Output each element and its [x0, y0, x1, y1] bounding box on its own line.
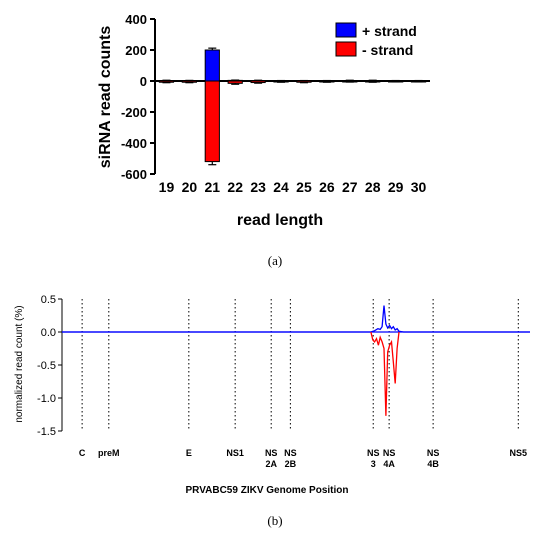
panel-a-x-tick-label: 30 — [411, 179, 427, 195]
panel-b-line-chart: normalized read count (%) PRVABC59 ZIKV … — [14, 294, 530, 496]
panel-b-y-tick-label: -0.5 — [37, 360, 56, 372]
bar-minus-strand — [227, 80, 243, 84]
series-minus-strand — [370, 331, 400, 416]
panel-a-y-tick-label: -400 — [121, 136, 147, 151]
bar-plus-strand — [204, 49, 220, 82]
panel-a-y-tick-label: -600 — [121, 167, 147, 182]
region-label: NS5 — [510, 448, 528, 458]
panel-a-x-tick-label: 23 — [250, 179, 266, 195]
panel-b-x-axis-label: PRVABC59 ZIKV Genome Position — [186, 485, 349, 496]
panel-a-y-tick-label: 200 — [125, 43, 147, 58]
bar-minus-strand — [181, 80, 197, 83]
region-label: C — [79, 448, 86, 458]
region-label: 2B — [285, 459, 297, 469]
panel-a-bar-chart: siRNA read counts read length + strand -… — [97, 12, 430, 229]
legend-label-minus: - strand — [362, 42, 413, 58]
region-label: NS — [367, 448, 380, 458]
panel-a-y-axis-label: siRNA read counts — [97, 26, 114, 169]
panel-a-x-tick-label: 24 — [273, 179, 289, 195]
legend-swatch-plus — [335, 22, 357, 38]
panel-a-y-tick-label: -200 — [121, 105, 147, 120]
series-plus-strand — [62, 305, 530, 333]
region-label: 4B — [427, 459, 439, 469]
panel-b-y-tick-label: 0.5 — [41, 294, 56, 306]
panel-a-x-tick-label: 19 — [159, 179, 175, 195]
bar-minus-strand — [204, 80, 220, 163]
region-label: 3 — [371, 459, 376, 469]
legend-swatch-minus — [335, 41, 357, 57]
panel-a-x-axis-label: read length — [237, 212, 323, 229]
panel-b-y-tick-label: -1.0 — [37, 393, 56, 405]
panel-a-y-tick-label: 0 — [140, 74, 147, 89]
bar-minus-strand — [250, 80, 266, 84]
panel-a-x-tick-label: 20 — [182, 179, 198, 195]
bar-minus-strand — [158, 80, 175, 83]
panel-a-x-tick-label: 26 — [319, 179, 335, 195]
panel-b-y-axis-label: normalized read count (%) — [14, 305, 25, 422]
region-label: 4A — [383, 459, 395, 469]
region-label: NS — [427, 448, 440, 458]
region-label: 2A — [265, 459, 277, 469]
panel-a-legend: + strand - strand — [335, 22, 417, 58]
region-label: NS — [265, 448, 278, 458]
region-label: NS1 — [226, 448, 244, 458]
region-label: NS — [284, 448, 297, 458]
panel-a-x-tick-label: 28 — [365, 179, 381, 195]
caption-b: (b) — [267, 513, 282, 528]
legend-label-plus: + strand — [362, 23, 417, 39]
panel-a-x-tick-label: 21 — [205, 179, 221, 195]
region-label: preM — [98, 448, 120, 458]
panel-a-x-tick-label: 22 — [227, 179, 243, 195]
panel-b-y-tick-label: -1.5 — [37, 426, 56, 438]
panel-a-x-tick-label: 25 — [296, 179, 312, 195]
region-label: NS — [383, 448, 396, 458]
panel-a-y-tick-label: 400 — [125, 12, 147, 27]
panel-a-x-tick-label: 29 — [388, 179, 404, 195]
region-label: E — [186, 448, 192, 458]
bar-minus-strand — [296, 80, 312, 83]
caption-a: (a) — [268, 253, 282, 268]
panel-a-x-tick-label: 27 — [342, 179, 358, 195]
panel-b-y-tick-label: 0.0 — [41, 327, 56, 339]
